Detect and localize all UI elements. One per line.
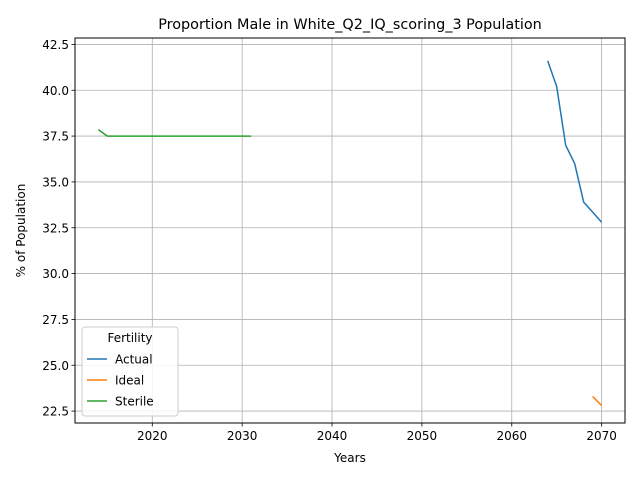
series-layer: [97, 60, 603, 407]
chart-title: Proportion Male in White_Q2_IQ_scoring_3…: [158, 17, 542, 33]
y-tick-label: 30.0: [42, 267, 69, 281]
grid: [75, 38, 625, 423]
y-tick-label: 37.5: [42, 130, 69, 144]
series-line-sterile: [97, 129, 252, 137]
y-ticks: 22.5 25.0 27.5 30.0 32.5 35.0 37.5 40.0 42.5: [42, 38, 75, 419]
legend-box: [81, 326, 179, 417]
y-axis-label: % of Population: [14, 184, 28, 278]
y-tick-label: 35.0: [42, 175, 69, 189]
y-tick-label: 40.0: [42, 84, 69, 98]
plot-frame: [74, 37, 626, 424]
x-ticks: 2020 2030 2040 2050 2060 2070: [137, 423, 617, 443]
legend-items: Actual Ideal Sterile: [87, 353, 154, 409]
x-tick-label: 2030: [227, 429, 258, 443]
x-axis-label: Years: [333, 451, 366, 465]
y-tick-label: 42.5: [42, 38, 69, 52]
legend: Fertility Actual Ideal Sterile: [81, 326, 179, 417]
series-line-ideal: [592, 395, 603, 407]
x-tick-label: 2020: [137, 429, 168, 443]
y-tick-label: 27.5: [42, 313, 69, 327]
x-tick-label: 2040: [317, 429, 348, 443]
series-line-actual: [547, 60, 603, 223]
y-tick-label: 32.5: [42, 221, 69, 235]
legend-label-ideal: Ideal: [115, 374, 144, 388]
legend-label-sterile: Sterile: [115, 395, 154, 409]
x-tick-label: 2070: [586, 429, 617, 443]
legend-label-actual: Actual: [115, 353, 153, 367]
legend-title: Fertility: [107, 331, 152, 345]
y-tick-label: 25.0: [42, 359, 69, 373]
x-tick-label: 2050: [407, 429, 438, 443]
x-tick-label: 2060: [496, 429, 527, 443]
y-tick-label: 22.5: [42, 405, 69, 419]
